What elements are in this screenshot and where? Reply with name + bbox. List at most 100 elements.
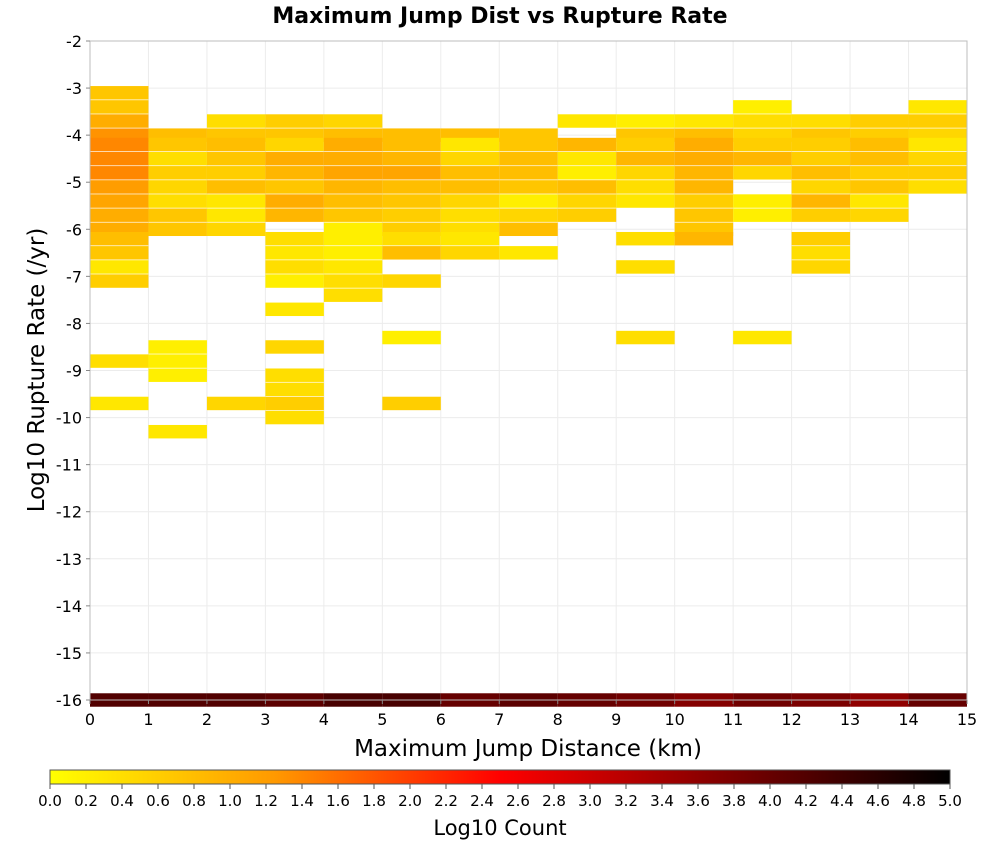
heatmap-cell xyxy=(148,424,207,439)
y-tick-label: -10 xyxy=(56,409,82,428)
heatmap-cell xyxy=(90,208,149,222)
heatmap-cell xyxy=(440,180,500,194)
heatmap-cell xyxy=(265,260,324,274)
y-axis-label: Log10 Rupture Rate (/yr) xyxy=(24,228,50,513)
heatmap-cell xyxy=(323,194,383,208)
x-tick-label: 5 xyxy=(377,710,387,729)
heatmap-cell xyxy=(733,151,792,166)
heatmap-cell xyxy=(733,100,792,114)
heatmap-cell xyxy=(499,222,558,237)
heatmap-cell xyxy=(206,208,266,222)
heatmap-cell xyxy=(90,180,149,194)
heatmap-cell xyxy=(148,166,207,180)
colorbar-tick-label: 0.2 xyxy=(74,792,98,810)
heatmap-cell xyxy=(616,114,675,128)
heatmap-cell xyxy=(265,208,324,222)
heatmap-cell xyxy=(791,180,851,194)
y-tick-label: -9 xyxy=(66,362,82,381)
heatmap-cell xyxy=(733,166,792,180)
heatmap-cell xyxy=(382,137,441,152)
x-tick-label: 10 xyxy=(664,710,684,729)
colorbar-tick-label: 5.0 xyxy=(938,792,962,810)
x-tick-label: 15 xyxy=(957,710,977,729)
y-tick-label: -15 xyxy=(56,644,82,663)
heatmap-cell xyxy=(908,180,967,194)
colorbar-tick-label: 2.0 xyxy=(398,792,422,810)
heatmap-cell xyxy=(323,166,383,180)
heatmap-cell xyxy=(440,246,500,260)
heatmap-cell xyxy=(382,231,441,246)
heatmap-cell xyxy=(733,137,792,152)
heatmap-cell xyxy=(499,166,558,180)
heatmap-cell xyxy=(616,330,675,345)
heatmap-cell xyxy=(850,180,909,194)
colorbar-tick-label: 3.0 xyxy=(578,792,602,810)
heatmap-cell xyxy=(323,274,383,288)
heatmap-cell xyxy=(265,137,324,152)
heatmap-cell xyxy=(265,368,324,382)
heatmap-cell xyxy=(382,208,441,222)
heatmap-cell xyxy=(791,194,851,208)
colorbar xyxy=(49,769,951,785)
heatmap-cell xyxy=(90,231,149,246)
heatmap-cell xyxy=(265,246,324,260)
x-tick-label: 9 xyxy=(611,710,621,729)
heatmap-cell xyxy=(90,137,149,152)
heatmap-cell xyxy=(323,137,383,152)
heatmap-cell xyxy=(499,151,558,166)
heatmap-cell xyxy=(791,114,851,128)
heatmap-cell xyxy=(674,137,734,152)
y-tick-label: -12 xyxy=(56,503,82,522)
colorbar-tick-label: 0.6 xyxy=(146,792,170,810)
colorbar-tick-label: 4.0 xyxy=(758,792,782,810)
colorbar-tick-label: 3.6 xyxy=(686,792,710,810)
heatmap-cell xyxy=(616,166,675,180)
heatmap-cell xyxy=(323,114,383,128)
colorbar-tick-label: 2.8 xyxy=(542,792,566,810)
heatmap-cell xyxy=(323,288,383,302)
x-tick-label: 14 xyxy=(898,710,918,729)
heatmap-cell xyxy=(90,396,149,411)
heatmap-cell xyxy=(148,180,207,194)
heatmap-cell xyxy=(850,194,909,208)
heatmap-cell xyxy=(440,208,500,222)
heatmap-cell xyxy=(850,151,909,166)
heatmap-cell xyxy=(791,151,851,166)
heatmap-cell xyxy=(616,194,675,208)
heatmap-cell xyxy=(733,208,792,222)
y-tick-label: -14 xyxy=(56,597,82,616)
heatmap-cell xyxy=(674,194,734,208)
heatmap-cell xyxy=(908,137,967,152)
heatmap-cell xyxy=(382,396,441,411)
heatmap-cell xyxy=(265,382,324,397)
heatmap-cell xyxy=(616,151,675,166)
heatmap-cell xyxy=(382,166,441,180)
heatmap-cell xyxy=(265,231,324,246)
heatmap-cell xyxy=(148,194,207,208)
heatmap-cell xyxy=(206,151,266,166)
heatmap-cell xyxy=(148,222,207,237)
heatmap-cell xyxy=(382,180,441,194)
heatmap-cell xyxy=(557,180,617,194)
heatmap-cell xyxy=(90,194,149,208)
colorbar-tick-label: 4.6 xyxy=(866,792,890,810)
heatmap-cell xyxy=(674,114,734,128)
heatmap-cell xyxy=(616,180,675,194)
heatmap-cell xyxy=(323,208,383,222)
colorbar-tick-label: 1.8 xyxy=(362,792,386,810)
heatmap-cell xyxy=(323,151,383,166)
heatmap-cell xyxy=(382,330,441,345)
colorbar-tick-label: 3.2 xyxy=(614,792,638,810)
heatmap-cell xyxy=(791,208,851,222)
heatmap-cell xyxy=(850,114,909,128)
heatmap-cell xyxy=(90,260,149,274)
x-tick-label: 11 xyxy=(723,710,743,729)
x-tick-label: 2 xyxy=(202,710,212,729)
y-tick-label: -3 xyxy=(66,79,82,98)
colorbar-tick-label: 0.8 xyxy=(182,792,206,810)
colorbar-tick-label: 1.4 xyxy=(290,792,314,810)
heatmap-cell xyxy=(382,151,441,166)
heatmap-cell xyxy=(206,137,266,152)
heatmap-cell xyxy=(265,151,324,166)
